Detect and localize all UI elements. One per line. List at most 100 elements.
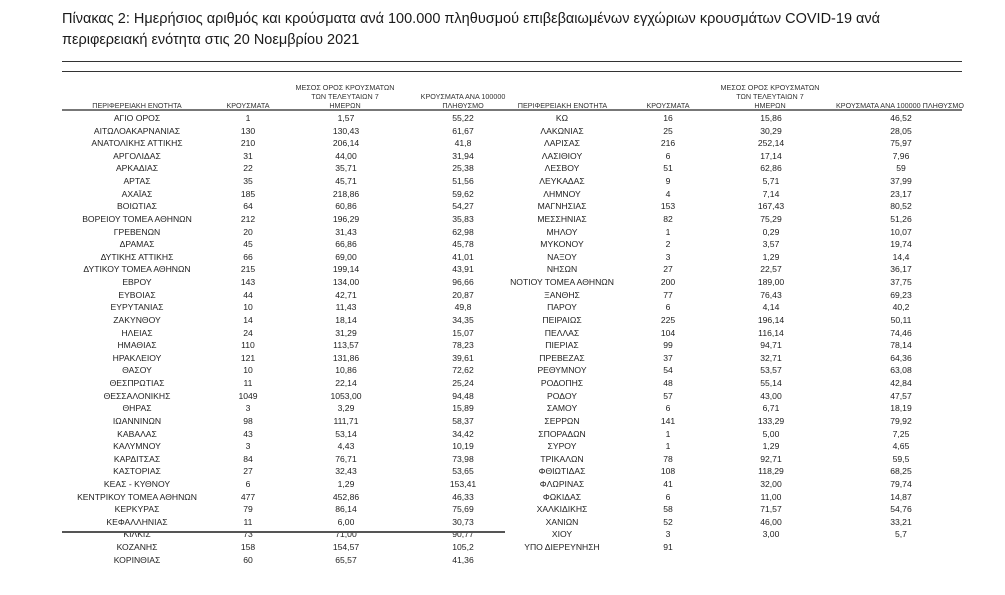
avg7-cell: 4,43 [337,441,355,452]
region-cell: ΛΗΜΝΟΥ [543,188,581,199]
cases-cell: 54 [663,365,673,376]
cases-cell: 200 [660,277,676,288]
region-cell: ΑΡΓΟΛΙΔΑΣ [113,150,161,161]
region-cell: ΚΟΡΙΝΘΙΑΣ [113,554,161,565]
per100k-cell: 73,98 [452,453,474,464]
per100k-cell: 18,19 [890,403,912,414]
region-cell: ΥΠΟ ΔΙΕΡΕΥΝΗΣΗ [524,542,600,553]
per100k-cell: 61,67 [452,125,474,136]
per100k-cell: 7,96 [892,150,910,161]
per100k-cell: 59 [896,163,906,174]
region-cell: ΜΑΓΝΗΣΙΑΣ [537,201,587,212]
table-bottom-rule [62,531,505,533]
avg7-cell: 1,29 [337,478,355,489]
avg7-cell: 1,29 [762,251,780,262]
region-cell: ΗΜΑΘΙΑΣ [117,340,157,351]
region-cell: ΑΙΤΩΛΟΑΚΑΡΝΑΝΙΑΣ [93,125,181,136]
per100k-cell: 46,52 [890,113,912,123]
avg7-cell: 46,00 [760,516,782,527]
region-cell: ΛΑΡΙΣΑΣ [544,138,580,149]
cases-cell: 6 [665,491,671,502]
avg7-cell: 86,14 [335,504,357,515]
header-avg7: ΜΕΣΟΣ ΟΡΟΣ ΚΡΟΥΣΜΑΤΩΝ ΤΩΝ ΤΕΛΕΥΤΑΙΩΝ 7 Η… [295,83,395,110]
region-cell: ΚΕΡΚΥΡΑΣ [114,504,160,515]
avg7-cell: 0,29 [762,226,780,237]
cases-cell: 51 [663,163,673,174]
region-cell: ΦΛΩΡΙΝΑΣ [539,478,585,489]
avg7-cell: 22,14 [335,378,357,389]
cases-cell: 58 [663,504,673,515]
avg7-cell: 42,71 [335,289,357,300]
per100k-cell: 69,23 [890,289,912,300]
per100k-cell: 78,23 [452,340,474,351]
cases-cell: 37 [663,352,673,363]
cases-cell: 22 [243,163,253,174]
avg7-cell: 66,86 [335,239,357,250]
per100k-cell: 14,87 [890,491,912,502]
header-divider [62,109,962,111]
avg7-cell: 189,00 [757,277,785,288]
cases-cell: 2 [665,239,671,250]
avg7-cell: 118,29 [758,466,784,477]
region-cell: ΠΙΕΡΙΑΣ [545,340,579,351]
region-cell: ΕΒΡΟΥ [122,277,152,288]
cases-cell: 225 [660,314,676,325]
avg7-cell: 1053,00 [330,390,362,401]
avg7-cell: 69,00 [335,251,357,262]
cases-cell: 3 [245,403,251,414]
per100k-cell: 35,83 [452,213,474,224]
cases-cell: 79 [243,504,253,515]
per100k-cell: 53,65 [452,466,474,477]
per100k-cell: 46,33 [452,491,474,502]
per100k-cell: 28,05 [890,125,912,136]
avg7-cell: 452,86 [332,491,360,502]
per100k-cell: 79,74 [890,478,912,489]
avg7-cell: 71,57 [760,504,782,515]
per100k-cell: 15,89 [452,403,474,414]
avg7-cell: 32,71 [760,352,782,363]
cases-cell: 43 [243,428,253,439]
per100k-cell: 41,36 [452,554,474,565]
cases-cell: 16 [663,113,673,123]
region-cell: ΚΩ [555,113,569,123]
header-per100k: ΚΡΟΥΣΜΑΤΑ ΑΝΑ 100000 ΠΛΗΘΥΣΜΟ [420,92,506,110]
cases-cell: 60 [243,554,253,565]
header-region: ΠΕΡΙΦΕΡΕΙΑΚΗ ΕΝΟΤΗΤΑ [92,101,182,110]
cases-cell: 153 [660,201,676,212]
region-cell: ΚΑΒΑΛΑΣ [117,428,157,439]
per100k-cell: 49,8 [454,302,472,313]
avg7-cell: 5,71 [762,176,780,187]
cases-cell: 143 [240,277,256,288]
per100k-cell: 55,22 [452,113,474,123]
cases-cell: 11 [243,378,253,389]
cases-cell: 66 [243,251,253,262]
region-cell: ΘΕΣΠΡΩΤΙΑΣ [109,378,165,389]
region-cell: ΛΑΣΙΘΙΟΥ [541,150,583,161]
avg7-cell: 196,29 [332,213,360,224]
avg7-cell: 76,71 [335,453,357,464]
avg7-cell: 15,86 [760,113,782,123]
per100k-cell: 59,5 [892,453,910,464]
region-cell: ΧΑΝΙΩΝ [545,516,579,527]
avg7-cell: 55,14 [760,378,782,389]
cases-cell: 477 [240,491,256,502]
region-cell: ΘΕΣΣΑΛΟΝΙΚΗΣ [103,390,171,401]
avg7-cell: 53,14 [335,428,357,439]
avg7-cell: 4,14 [762,302,780,313]
region-cell: ΑΧΑΪΑΣ [121,188,153,199]
avg7-cell: 1,57 [337,113,355,123]
avg7-cell: 196,14 [757,314,785,325]
region-cell: ΛΕΥΚΑΔΑΣ [539,176,585,187]
avg7-cell: 60,86 [335,201,357,212]
per100k-cell: 94,48 [452,390,474,401]
per100k-cell: 30,73 [452,516,474,527]
cases-cell: 6 [245,478,251,489]
region-cell: ΑΝΑΤΟΛΙΚΗΣ ΑΤΤΙΚΗΣ [91,138,183,149]
cases-cell: 210 [240,138,256,149]
per100k-cell: 4,65 [892,441,910,452]
header-per100k: ΚΡΟΥΣΜΑΤΑ ΑΝΑ 100000 ΠΛΗΘΥΣΜΟ [836,101,964,110]
per100k-cell: 96,66 [452,277,474,288]
per100k-cell: 25,38 [452,163,474,174]
per100k-cell: 36,17 [890,264,912,275]
region-cell: ΓΡΕΒΕΝΩΝ [113,226,161,237]
